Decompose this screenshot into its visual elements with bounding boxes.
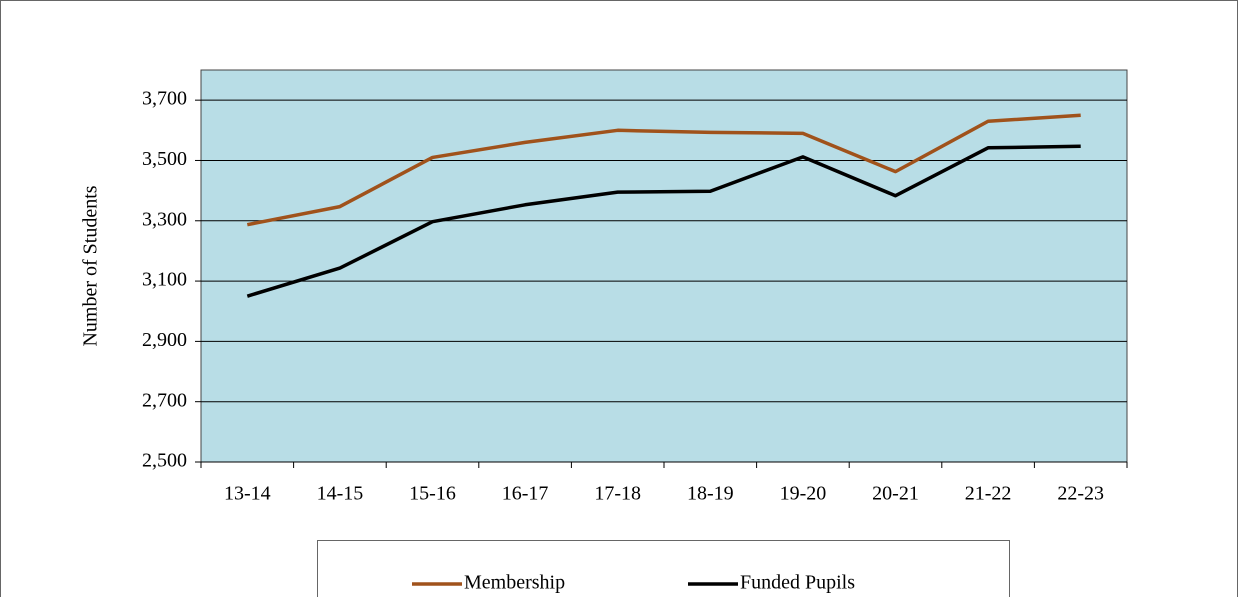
x-tick-label: 16-17 (502, 483, 549, 505)
x-tick-label: 17-18 (594, 483, 641, 505)
y-axis-label: Number of Students (80, 185, 102, 346)
x-tick-label: 13-14 (224, 483, 271, 505)
y-tick-label: 3,300 (142, 208, 187, 230)
series-line (246, 144, 1081, 298)
legend-label: Membership (464, 572, 565, 594)
series-line (246, 113, 1081, 227)
plot-area (200, 69, 1128, 463)
x-tick-label: 20-21 (872, 483, 919, 505)
x-tick-label: 19-20 (780, 483, 827, 505)
x-tick-label: 22-23 (1057, 483, 1104, 505)
y-tick-label: 3,500 (142, 148, 187, 170)
legend-label: Funded Pupils (740, 572, 855, 594)
y-tick-label: 2,900 (142, 329, 187, 351)
legend-box (317, 540, 1010, 597)
x-tick-label: 18-19 (687, 483, 734, 505)
y-tick-label: 3,100 (142, 269, 187, 291)
y-tick-label: 3,700 (142, 88, 187, 110)
x-tick-label: 14-15 (317, 483, 364, 505)
x-tick-label: 15-16 (409, 483, 456, 505)
x-tick-label: 21-22 (965, 483, 1012, 505)
y-tick-label: 2,700 (142, 389, 187, 411)
y-tick-label: 2,500 (142, 450, 187, 472)
